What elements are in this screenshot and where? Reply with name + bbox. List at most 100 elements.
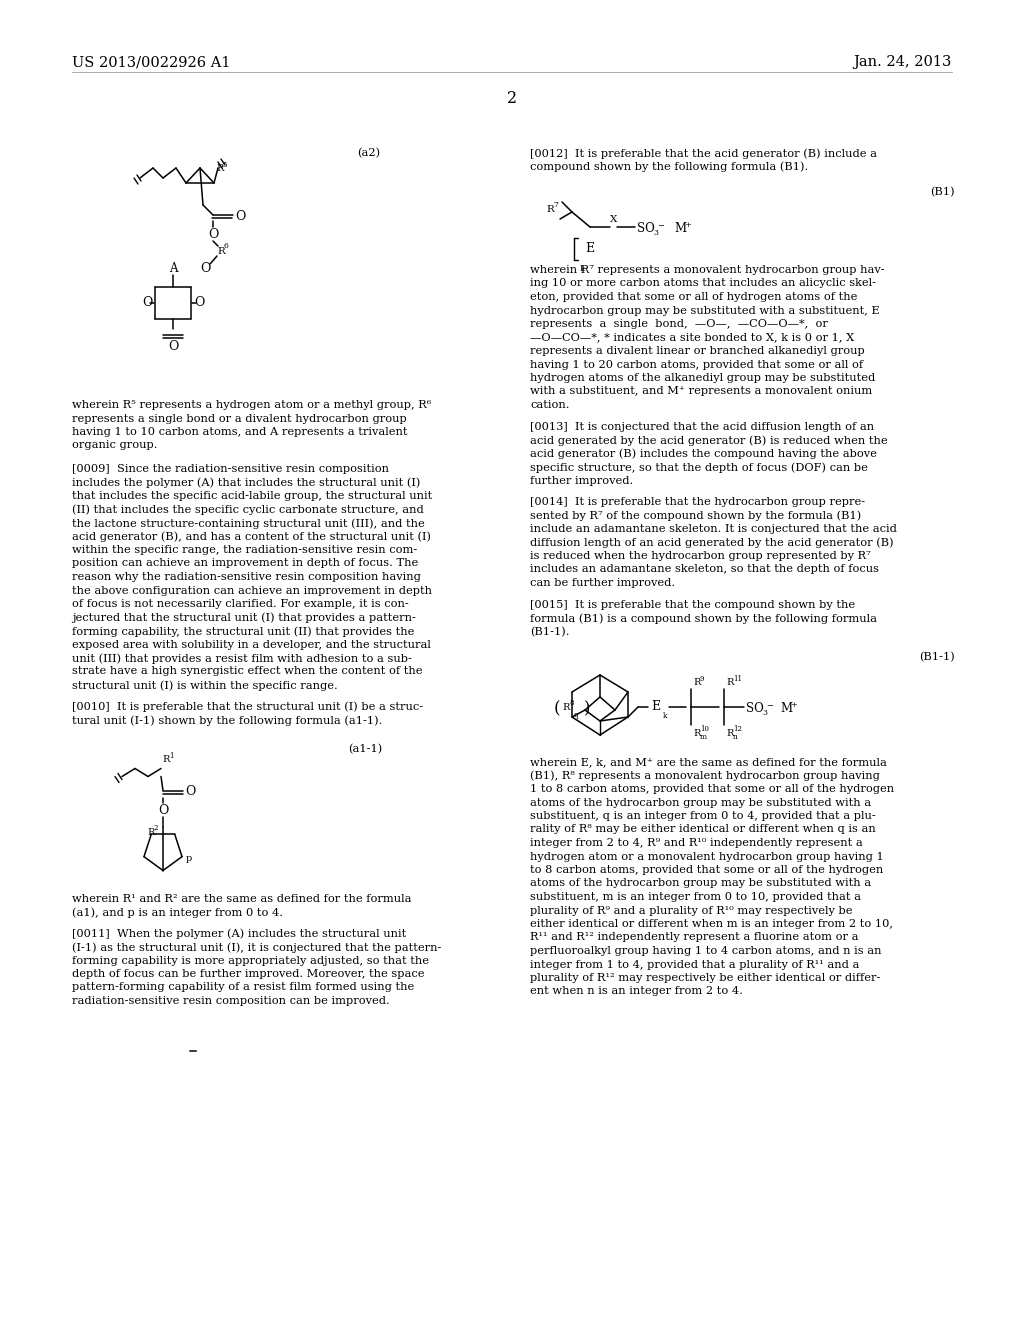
Text: [0014]  It is preferable that the hydrocarbon group repre-: [0014] It is preferable that the hydroca… bbox=[530, 498, 865, 507]
Text: includes an adamantane skeleton, so that the depth of focus: includes an adamantane skeleton, so that… bbox=[530, 565, 879, 574]
Text: R: R bbox=[693, 729, 700, 738]
Text: O: O bbox=[208, 228, 218, 242]
Text: R: R bbox=[162, 755, 169, 763]
Text: further improved.: further improved. bbox=[530, 475, 633, 486]
Text: is reduced when the hydrocarbon group represented by R⁷: is reduced when the hydrocarbon group re… bbox=[530, 550, 870, 561]
Text: substituent, q is an integer from 0 to 4, provided that a plu-: substituent, q is an integer from 0 to 4… bbox=[530, 810, 876, 821]
Text: O: O bbox=[184, 785, 196, 799]
Text: substituent, m is an integer from 0 to 10, provided that a: substituent, m is an integer from 0 to 1… bbox=[530, 892, 861, 902]
Text: 2: 2 bbox=[507, 90, 517, 107]
Text: (I-1) as the structural unit (I), it is conjectured that the pattern-: (I-1) as the structural unit (I), it is … bbox=[72, 942, 441, 953]
Text: +: + bbox=[790, 701, 797, 709]
Text: −: − bbox=[657, 222, 664, 230]
Text: 1: 1 bbox=[169, 751, 173, 759]
Text: wherein E, k, and M⁺ are the same as defined for the formula: wherein E, k, and M⁺ are the same as def… bbox=[530, 756, 887, 767]
Text: [0010]  It is preferable that the structural unit (I) be a struc-: [0010] It is preferable that the structu… bbox=[72, 701, 423, 711]
Text: k: k bbox=[580, 265, 585, 273]
Text: represents a single bond or a divalent hydrocarbon group: represents a single bond or a divalent h… bbox=[72, 413, 407, 424]
Text: strate have a high synergistic effect when the content of the: strate have a high synergistic effect wh… bbox=[72, 667, 423, 676]
Text: hydrogen atom or a monovalent hydrocarbon group having 1: hydrogen atom or a monovalent hydrocarbo… bbox=[530, 851, 884, 862]
Text: q: q bbox=[574, 711, 579, 719]
Text: cation.: cation. bbox=[530, 400, 569, 411]
Text: jectured that the structural unit (I) that provides a pattern-: jectured that the structural unit (I) th… bbox=[72, 612, 416, 623]
Text: R¹¹ and R¹² independently represent a fluorine atom or a: R¹¹ and R¹² independently represent a fl… bbox=[530, 932, 858, 942]
Text: 5: 5 bbox=[222, 161, 226, 169]
Text: +: + bbox=[684, 220, 691, 228]
Text: R: R bbox=[562, 702, 569, 711]
Text: O: O bbox=[158, 804, 168, 817]
Text: include an adamantane skeleton. It is conjectured that the acid: include an adamantane skeleton. It is co… bbox=[530, 524, 897, 535]
Text: 10: 10 bbox=[700, 725, 709, 733]
Text: M: M bbox=[780, 702, 793, 715]
Text: pattern-forming capability of a resist film formed using the: pattern-forming capability of a resist f… bbox=[72, 982, 415, 993]
Text: [0012]  It is preferable that the acid generator (B) include a: [0012] It is preferable that the acid ge… bbox=[530, 148, 877, 158]
Text: hydrogen atoms of the alkanediyl group may be substituted: hydrogen atoms of the alkanediyl group m… bbox=[530, 374, 876, 383]
Text: O: O bbox=[141, 297, 153, 309]
Text: plurality of R¹² may respectively be either identical or differ-: plurality of R¹² may respectively be eit… bbox=[530, 973, 881, 983]
Text: includes the polymer (A) that includes the structural unit (I): includes the polymer (A) that includes t… bbox=[72, 478, 421, 488]
Text: acid generated by the acid generator (B) is reduced when the: acid generated by the acid generator (B)… bbox=[530, 436, 888, 446]
Text: specific structure, so that the depth of focus (DOF) can be: specific structure, so that the depth of… bbox=[530, 462, 868, 473]
Text: represents a divalent linear or branched alkanediyl group: represents a divalent linear or branched… bbox=[530, 346, 864, 356]
Text: 1 to 8 carbon atoms, provided that some or all of the hydrogen: 1 to 8 carbon atoms, provided that some … bbox=[530, 784, 894, 795]
Text: 2: 2 bbox=[154, 825, 159, 833]
Text: p: p bbox=[186, 854, 193, 863]
Text: compound shown by the following formula (B1).: compound shown by the following formula … bbox=[530, 161, 808, 172]
Text: position can achieve an improvement in depth of focus. The: position can achieve an improvement in d… bbox=[72, 558, 418, 569]
Text: E: E bbox=[586, 243, 595, 256]
Text: [0013]  It is conjectured that the acid diffusion length of an: [0013] It is conjectured that the acid d… bbox=[530, 421, 874, 432]
Text: either identical or different when m is an integer from 2 to 10,: either identical or different when m is … bbox=[530, 919, 893, 929]
Text: to 8 carbon atoms, provided that some or all of the hydrogen: to 8 carbon atoms, provided that some or… bbox=[530, 865, 884, 875]
Text: n: n bbox=[733, 733, 738, 741]
Text: acid generator (B), and has a content of the structural unit (I): acid generator (B), and has a content of… bbox=[72, 532, 431, 543]
Text: can be further improved.: can be further improved. bbox=[530, 578, 675, 587]
Text: 6: 6 bbox=[224, 242, 229, 249]
Text: (B1): (B1) bbox=[931, 187, 955, 197]
Text: integer from 2 to 4, R⁹ and R¹⁰ independently represent a: integer from 2 to 4, R⁹ and R¹⁰ independ… bbox=[530, 838, 863, 847]
Text: [0015]  It is preferable that the compound shown by the: [0015] It is preferable that the compoun… bbox=[530, 599, 855, 610]
Text: M: M bbox=[674, 223, 686, 235]
Text: —O—CO—*, * indicates a site bonded to X, k is 0 or 1, X: —O—CO—*, * indicates a site bonded to X,… bbox=[530, 333, 854, 342]
Text: 9: 9 bbox=[700, 675, 705, 682]
Text: 12: 12 bbox=[733, 725, 742, 733]
Text: integer from 1 to 4, provided that a plurality of R¹¹ and a: integer from 1 to 4, provided that a plu… bbox=[530, 960, 859, 969]
Text: forming capability is more appropriately adjusted, so that the: forming capability is more appropriately… bbox=[72, 956, 429, 965]
Text: Jan. 24, 2013: Jan. 24, 2013 bbox=[854, 55, 952, 69]
Text: 11: 11 bbox=[733, 675, 742, 682]
Text: ent when n is an integer from 2 to 4.: ent when n is an integer from 2 to 4. bbox=[530, 986, 742, 997]
Text: tural unit (I-1) shown by the following formula (a1-1).: tural unit (I-1) shown by the following … bbox=[72, 715, 382, 726]
Text: (a1-1): (a1-1) bbox=[348, 743, 382, 754]
Text: unit (III) that provides a resist film with adhesion to a sub-: unit (III) that provides a resist film w… bbox=[72, 653, 412, 664]
Text: SO: SO bbox=[637, 223, 654, 235]
Text: organic group.: organic group. bbox=[72, 441, 158, 450]
Text: US 2013/0022926 A1: US 2013/0022926 A1 bbox=[72, 55, 230, 69]
Text: O: O bbox=[168, 341, 178, 354]
Text: depth of focus can be further improved. Moreover, the space: depth of focus can be further improved. … bbox=[72, 969, 425, 979]
Text: (II) that includes the specific cyclic carbonate structure, and: (II) that includes the specific cyclic c… bbox=[72, 504, 424, 515]
Text: A: A bbox=[169, 263, 177, 276]
Text: having 1 to 10 carbon atoms, and A represents a trivalent: having 1 to 10 carbon atoms, and A repre… bbox=[72, 426, 408, 437]
Text: plurality of R⁹ and a plurality of R¹⁰ may respectively be: plurality of R⁹ and a plurality of R¹⁰ m… bbox=[530, 906, 853, 916]
Text: reason why the radiation-sensitive resin composition having: reason why the radiation-sensitive resin… bbox=[72, 572, 421, 582]
Text: R: R bbox=[147, 828, 155, 837]
Text: SO: SO bbox=[746, 702, 764, 715]
Text: [0009]  Since the radiation-sensitive resin composition: [0009] Since the radiation-sensitive res… bbox=[72, 465, 389, 474]
Text: wherein R⁷ represents a monovalent hydrocarbon group hav-: wherein R⁷ represents a monovalent hydro… bbox=[530, 265, 885, 275]
Text: R: R bbox=[216, 164, 223, 173]
Text: forming capability, the structural unit (II) that provides the: forming capability, the structural unit … bbox=[72, 626, 415, 636]
Text: eton, provided that some or all of hydrogen atoms of the: eton, provided that some or all of hydro… bbox=[530, 292, 857, 302]
Text: of focus is not necessarily clarified. For example, it is con-: of focus is not necessarily clarified. F… bbox=[72, 599, 409, 609]
Text: wherein R⁵ represents a hydrogen atom or a methyl group, R⁶: wherein R⁵ represents a hydrogen atom or… bbox=[72, 400, 431, 411]
Text: m: m bbox=[700, 733, 708, 741]
Text: (a1), and p is an integer from 0 to 4.: (a1), and p is an integer from 0 to 4. bbox=[72, 907, 283, 917]
Text: wherein R¹ and R² are the same as defined for the formula: wherein R¹ and R² are the same as define… bbox=[72, 894, 412, 903]
Text: 7: 7 bbox=[553, 201, 558, 209]
Text: O: O bbox=[194, 297, 204, 309]
Text: sented by R⁷ of the compound shown by the formula (B1): sented by R⁷ of the compound shown by th… bbox=[530, 511, 861, 521]
Text: structural unit (I) is within the specific range.: structural unit (I) is within the specif… bbox=[72, 680, 338, 690]
Text: that includes the specific acid-labile group, the structural unit: that includes the specific acid-labile g… bbox=[72, 491, 432, 502]
Text: X: X bbox=[610, 214, 617, 223]
Text: 8: 8 bbox=[569, 700, 573, 708]
Text: radiation-sensitive resin composition can be improved.: radiation-sensitive resin composition ca… bbox=[72, 997, 390, 1006]
Text: atoms of the hydrocarbon group may be substituted with a: atoms of the hydrocarbon group may be su… bbox=[530, 879, 871, 888]
